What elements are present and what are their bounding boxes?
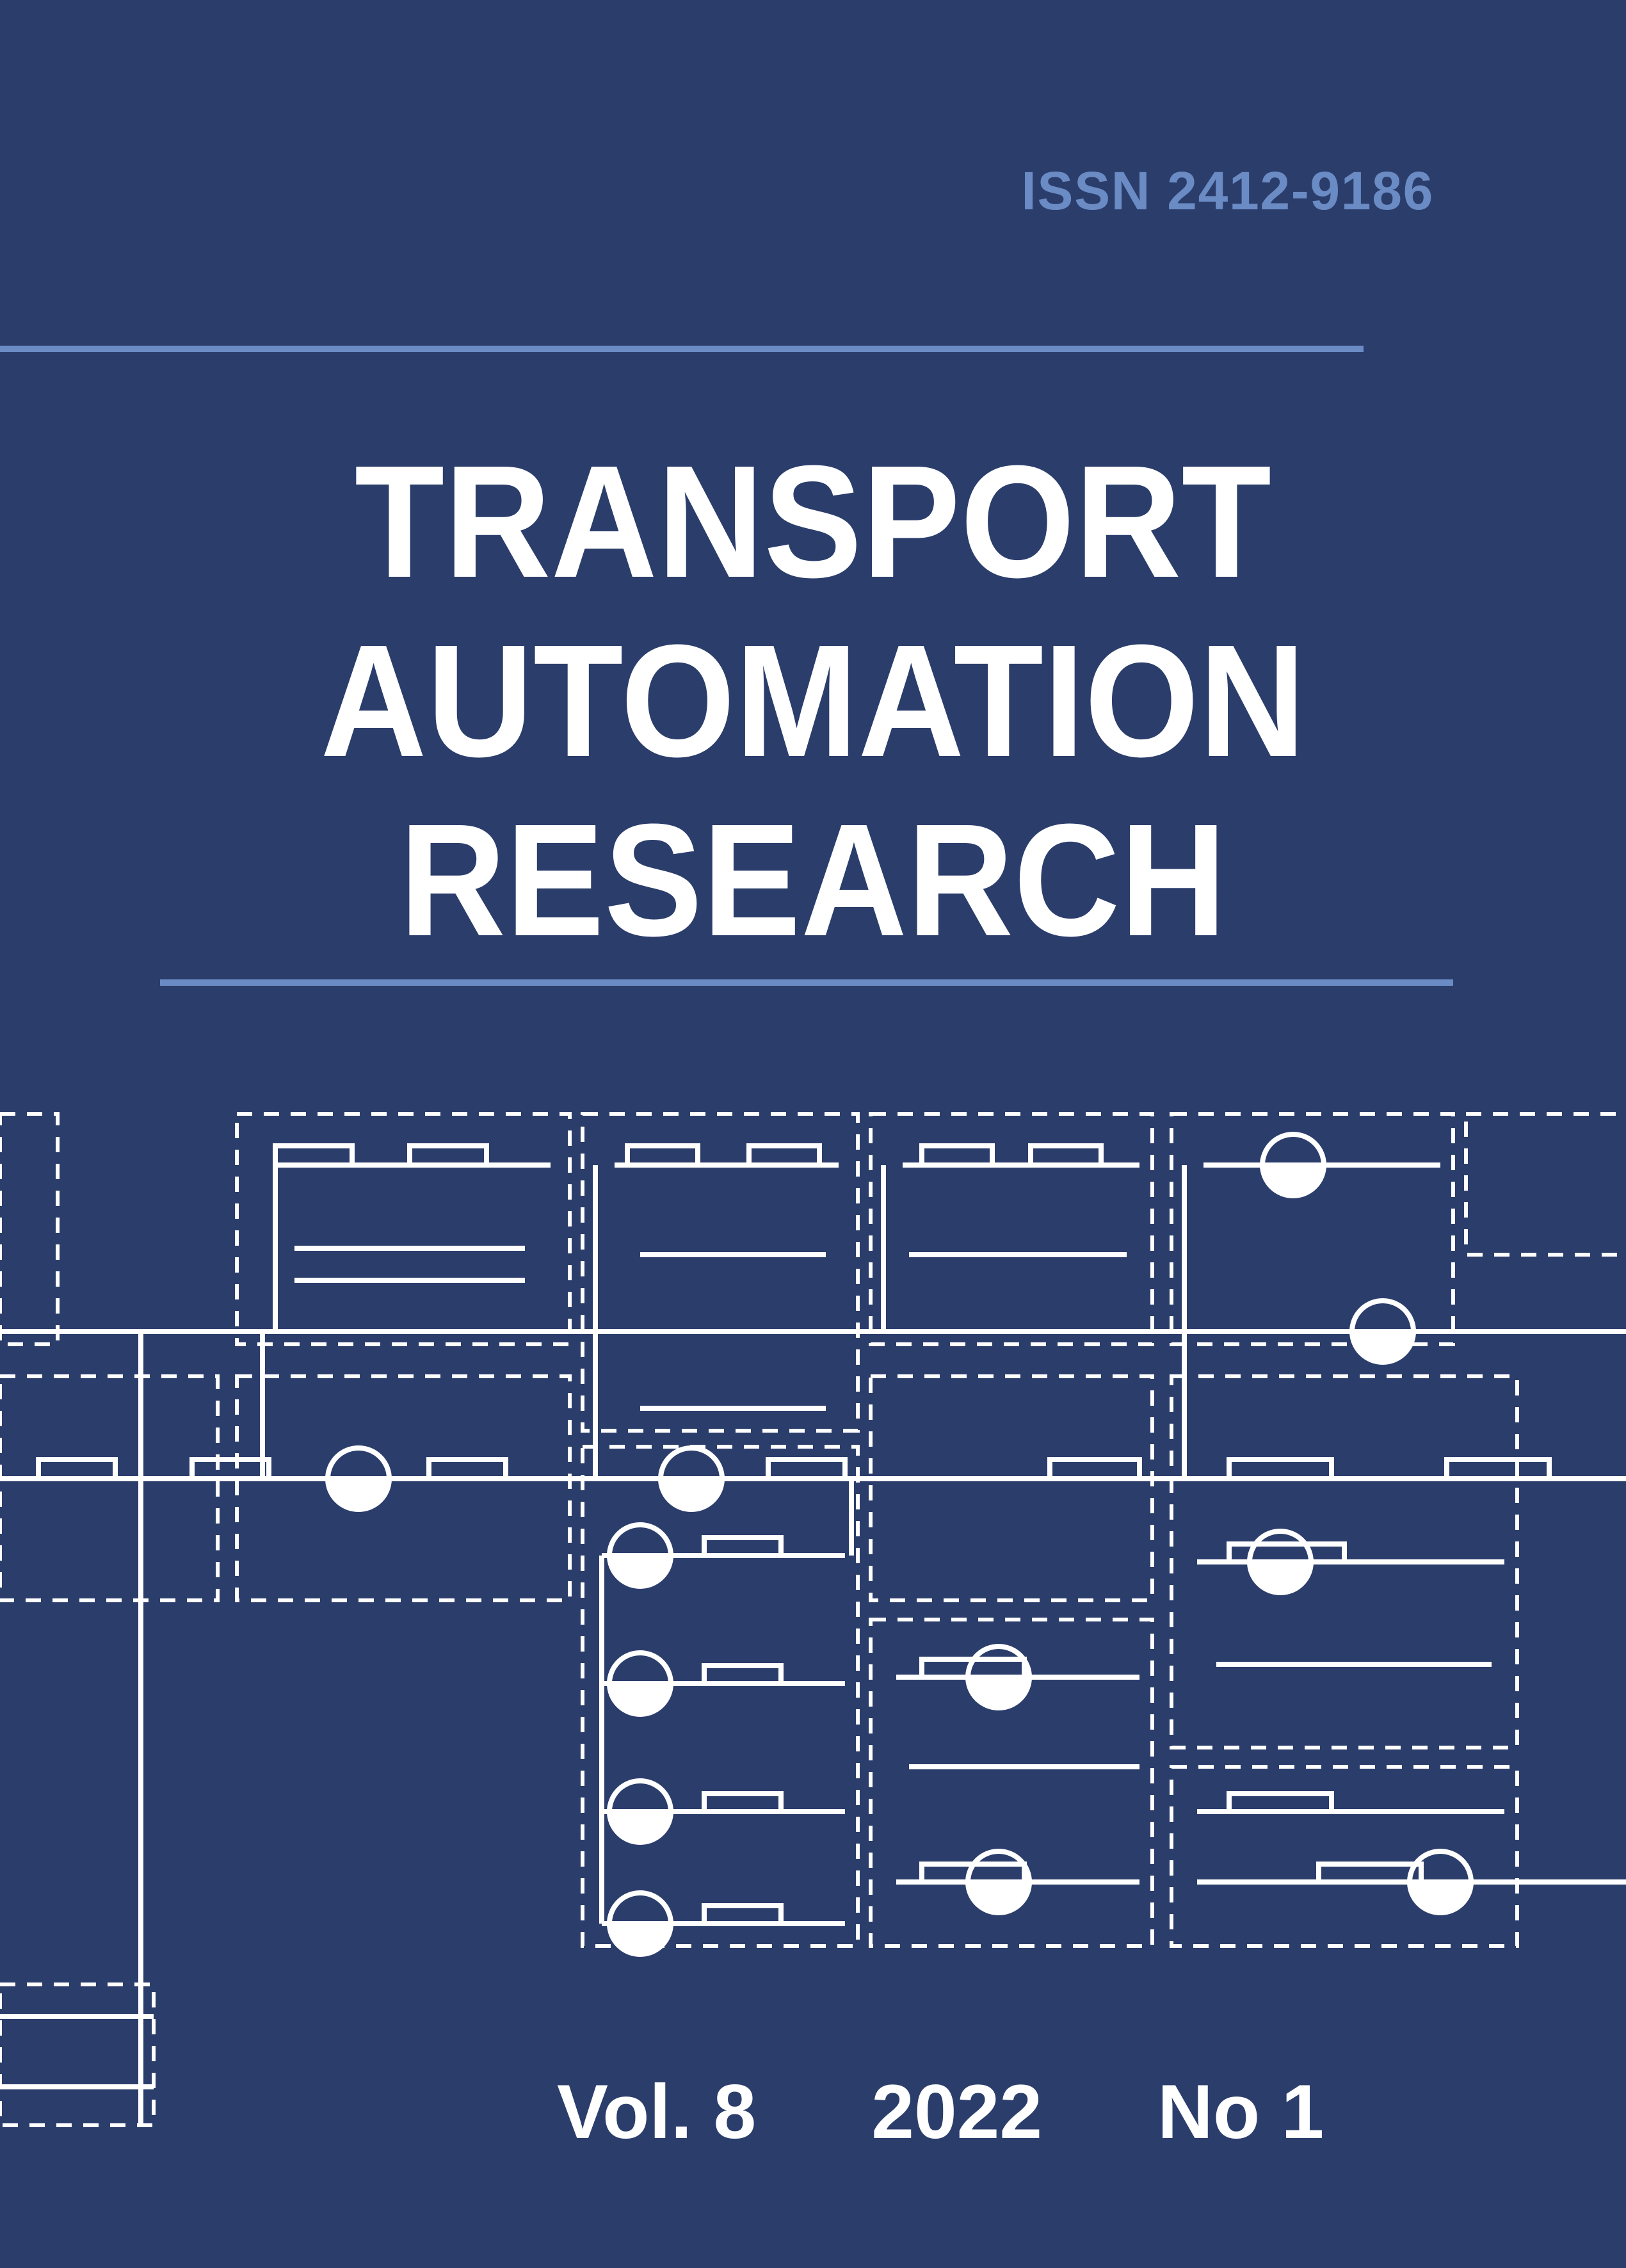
issue-info: Vol. 8 2022 No 1 xyxy=(557,2068,1324,2156)
volume-label: Vol. 8 xyxy=(557,2068,756,2156)
issue-label: No 1 xyxy=(1157,2068,1324,2156)
year-label: 2022 xyxy=(871,2068,1042,2156)
journal-cover: ISSN 2412-9186 TRANSPORT AUTOMATION RESE… xyxy=(0,0,1626,2268)
schematic-diagram xyxy=(0,0,1626,2268)
